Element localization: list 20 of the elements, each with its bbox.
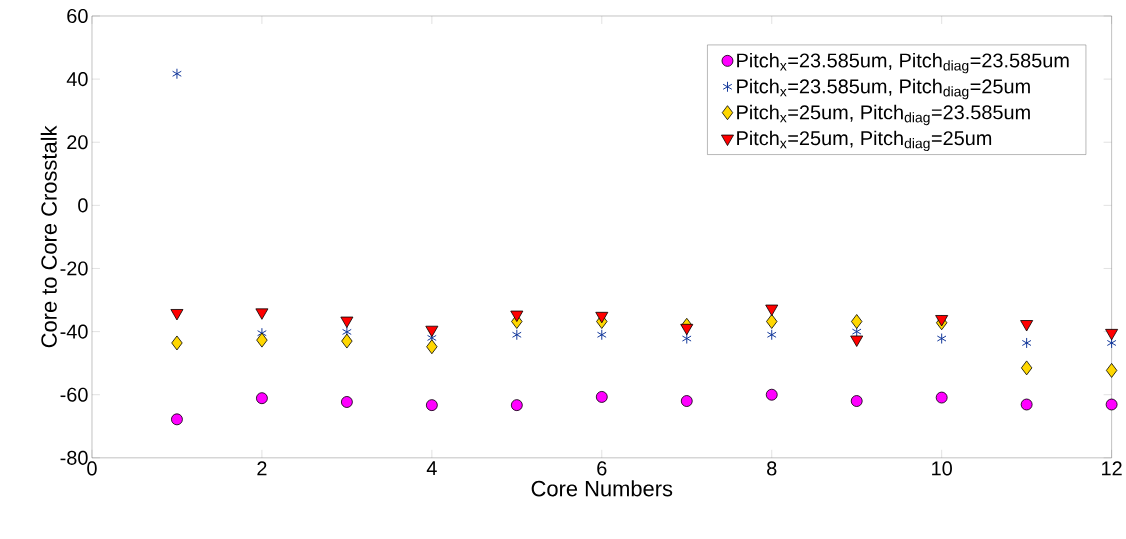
y-tick-label: -40	[60, 324, 88, 339]
x-tick-label: 4	[426, 461, 437, 476]
x-tick-label: 8	[767, 461, 777, 476]
y-tick-label: 40	[66, 72, 88, 87]
x-axis-title: Core Numbers	[531, 480, 673, 497]
y-tick-label: -20	[60, 261, 88, 276]
y-tick-label: -60	[60, 387, 88, 402]
x-tick-label: 12	[1102, 461, 1122, 476]
legend-label: Pitch$_{x}$=23.585um, Pitch$_{diag}$=25um	[737, 78, 1030, 100]
legend-label: Pitch$_{x}$=25um, Pitch$_{diag}$=23.585um	[737, 104, 1030, 126]
x-tick-label: 10	[932, 461, 952, 476]
x-tick-label: 6	[597, 461, 607, 476]
y-tick-label: 0	[78, 198, 88, 213]
x-tick-label: 2	[257, 461, 267, 476]
y-tick-label: -80	[60, 450, 88, 465]
legend-label: Pitch$_{x}$=25um, Pitch$_{diag}$=25um	[737, 130, 992, 152]
legend-label: Pitch$_{x}$=23.585um, Pitch$_{diag}$=23.585um	[737, 53, 1069, 74]
y-tick-label: 20	[67, 135, 88, 150]
y-tick-label: 60	[67, 9, 88, 24]
y-axis-title: Core to Core Crosstalk	[40, 125, 57, 348]
